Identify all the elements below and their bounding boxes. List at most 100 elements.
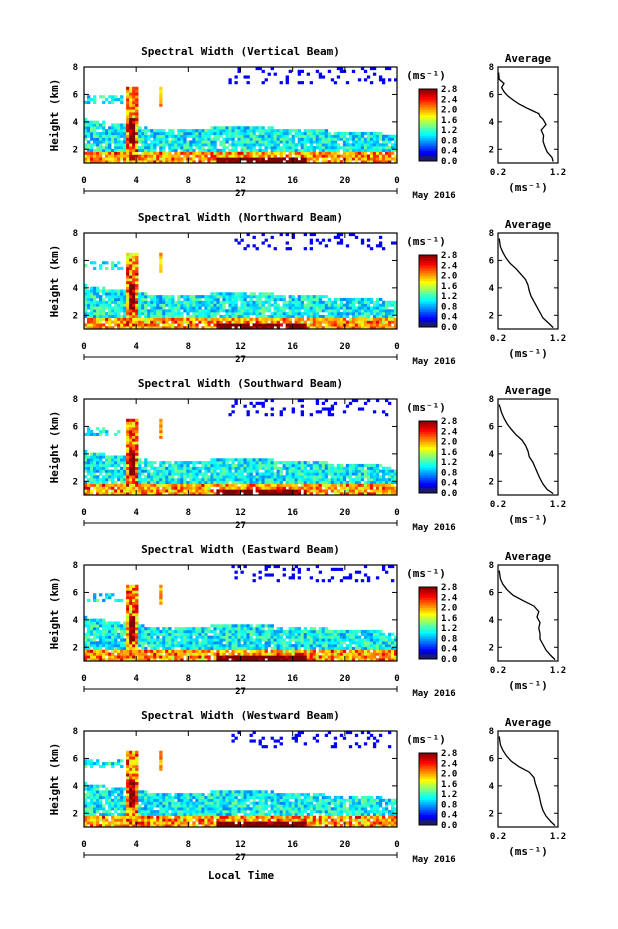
- heatmap-cell: [348, 233, 353, 237]
- heatmap-cell: [234, 469, 238, 473]
- heatmap-cell: [138, 483, 142, 487]
- heatmap-cell: [306, 137, 311, 141]
- heatmap-cell: [156, 314, 160, 318]
- heatmap-cell: [111, 478, 115, 482]
- heatmap-cell: [294, 323, 298, 327]
- heatmap-cell: [153, 312, 157, 316]
- heatmap-cell: [177, 466, 181, 470]
- heatmap-cell: [198, 317, 202, 321]
- heatmap-cell: [351, 489, 356, 493]
- heatmap-cell: [129, 115, 133, 119]
- colorbar-segment: [419, 155, 437, 159]
- heatmap-cell: [270, 399, 274, 403]
- heatmap-cell: [159, 326, 163, 330]
- heatmap-cell: [96, 618, 100, 622]
- heatmap-cell: [357, 157, 362, 161]
- heatmap-cell: [126, 596, 130, 600]
- heatmap-cell: [129, 615, 133, 619]
- heatmap-cell: [219, 129, 223, 133]
- heatmap-cell: [132, 452, 136, 456]
- heatmap-cell: [180, 295, 184, 299]
- heatmap-cell: [219, 160, 223, 164]
- heatmap-cell: [102, 489, 106, 493]
- heatmap-cell: [393, 320, 398, 324]
- heatmap-cell: [84, 652, 88, 656]
- heatmap-cell: [150, 635, 154, 639]
- heatmap-cell: [114, 289, 118, 293]
- heatmap-cell: [198, 312, 202, 316]
- heatmap-cell: [384, 309, 389, 313]
- heatmap-cell: [108, 472, 112, 476]
- heatmap-cell: [99, 458, 103, 462]
- heatmap-cell: [189, 323, 193, 327]
- heatmap-cell: [384, 480, 389, 484]
- heatmap-cell: [372, 300, 377, 304]
- heatmap-cell: [84, 303, 88, 307]
- heatmap-cell: [216, 627, 220, 631]
- heatmap-cell: [135, 314, 139, 318]
- heatmap-cell: [312, 131, 317, 136]
- heatmap-cell: [147, 300, 151, 304]
- heatmap-cell: [165, 134, 169, 138]
- heatmap-cell: [129, 323, 133, 327]
- heatmap-cell: [201, 143, 205, 147]
- heatmap-cell: [249, 326, 253, 330]
- heatmap-cell: [117, 129, 121, 133]
- heatmap-cell: [108, 314, 112, 318]
- heatmap-cell: [204, 134, 208, 138]
- heatmap-cell: [285, 148, 289, 152]
- heatmap-cell: [99, 466, 103, 470]
- heatmap-cell: [159, 252, 163, 256]
- heatmap-cell: [201, 635, 205, 639]
- heatmap-cell: [117, 463, 121, 468]
- heatmap-cell: [135, 326, 139, 330]
- heatmap-cell: [261, 295, 265, 299]
- heatmap-cell: [288, 137, 292, 141]
- heatmap-cell: [135, 317, 139, 321]
- heatmap-cell: [165, 143, 169, 147]
- heatmap-cell: [183, 629, 187, 634]
- heatmap-cell: [348, 320, 353, 324]
- heatmap-cell: [141, 143, 145, 147]
- heatmap-cell: [126, 658, 130, 662]
- heatmap-cell: [246, 295, 250, 299]
- heatmap-cell: [144, 492, 148, 496]
- heatmap-cell: [339, 154, 344, 158]
- heatmap-cell: [321, 300, 326, 304]
- heatmap-cell: [165, 483, 169, 487]
- y-axis-label: Height (km): [48, 411, 61, 484]
- colorbar-segment: [419, 114, 437, 118]
- heatmap-cell: [168, 478, 172, 482]
- heatmap-cell: [222, 478, 226, 482]
- heatmap-cell: [198, 649, 202, 653]
- heatmap-cell: [189, 314, 193, 318]
- heatmap-cell: [378, 320, 383, 324]
- heatmap-cell: [159, 492, 163, 496]
- date-label: May 2016: [412, 523, 455, 533]
- heatmap-cell: [363, 154, 368, 158]
- heatmap-cell: [165, 323, 169, 327]
- heatmap-cell: [204, 297, 208, 302]
- heatmap-cell: [129, 649, 133, 653]
- heatmap-cell: [234, 292, 238, 296]
- heatmap-cell: [87, 629, 91, 634]
- heatmap-cell: [258, 160, 262, 164]
- heatmap-cell: [336, 157, 341, 161]
- heatmap-cell: [363, 323, 368, 327]
- heatmap-cell: [135, 655, 139, 659]
- heatmap-cell: [246, 134, 250, 138]
- heatmap-cell: [237, 160, 241, 164]
- colorbar-segment: [419, 158, 437, 162]
- heatmap-cell: [261, 306, 265, 310]
- heatmap-cell: [186, 309, 190, 313]
- heatmap-cell: [255, 160, 259, 164]
- heatmap-cell: [228, 326, 232, 330]
- heatmap-cell: [363, 146, 368, 150]
- heatmap-cell: [225, 644, 229, 648]
- heatmap-cell: [312, 469, 317, 473]
- heatmap-cell: [174, 635, 178, 639]
- heatmap-cell: [135, 297, 139, 302]
- heatmap-cell: [162, 466, 166, 470]
- heatmap-cell: [264, 469, 268, 473]
- heatmap-cell: [159, 587, 163, 591]
